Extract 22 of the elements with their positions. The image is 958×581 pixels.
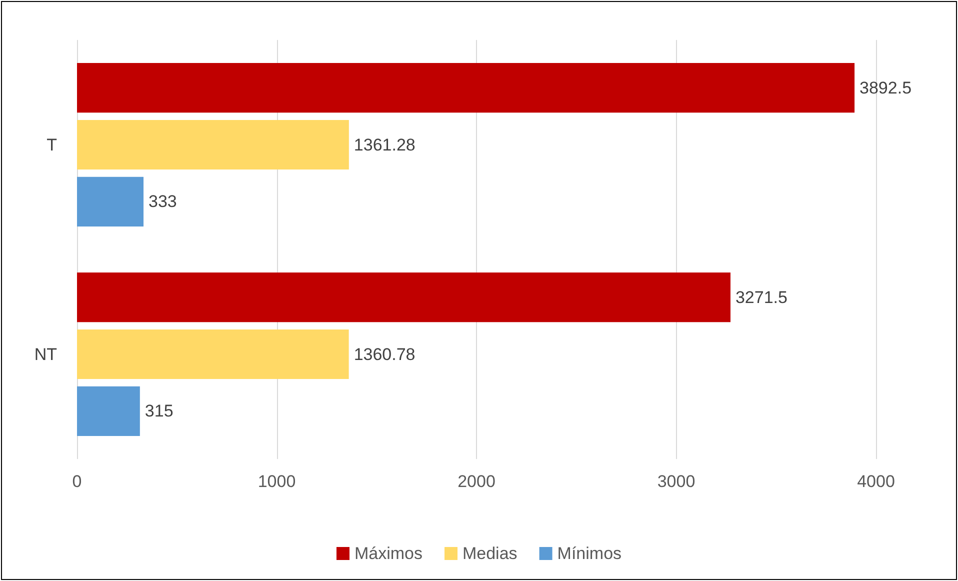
bar [77, 386, 140, 436]
data-label: 1360.78 [354, 344, 416, 364]
legend-label: Máximos [354, 544, 422, 563]
bar [77, 120, 349, 170]
y-tick-label: T [46, 135, 57, 154]
y-tick-label: NT [34, 344, 57, 364]
bar [77, 329, 349, 380]
data-label: 333 [148, 192, 177, 212]
data-label: 3892.5 [860, 78, 912, 98]
x-tick-label: 4000 [857, 472, 895, 491]
x-tick-label: 0 [72, 472, 82, 491]
data-label: 315 [144, 402, 174, 421]
bar [77, 176, 144, 226]
x-tick-label: 3000 [657, 472, 696, 491]
x-tick-label: 2000 [458, 472, 496, 491]
legend-label: Mínimos [557, 544, 622, 563]
data-label: 3271.5 [735, 288, 788, 307]
legend-label: Medias [462, 544, 518, 563]
x-tick-label: 1000 [258, 472, 296, 491]
data-label: 1361.28 [354, 135, 416, 154]
bar [77, 63, 855, 113]
bar [77, 272, 730, 322]
